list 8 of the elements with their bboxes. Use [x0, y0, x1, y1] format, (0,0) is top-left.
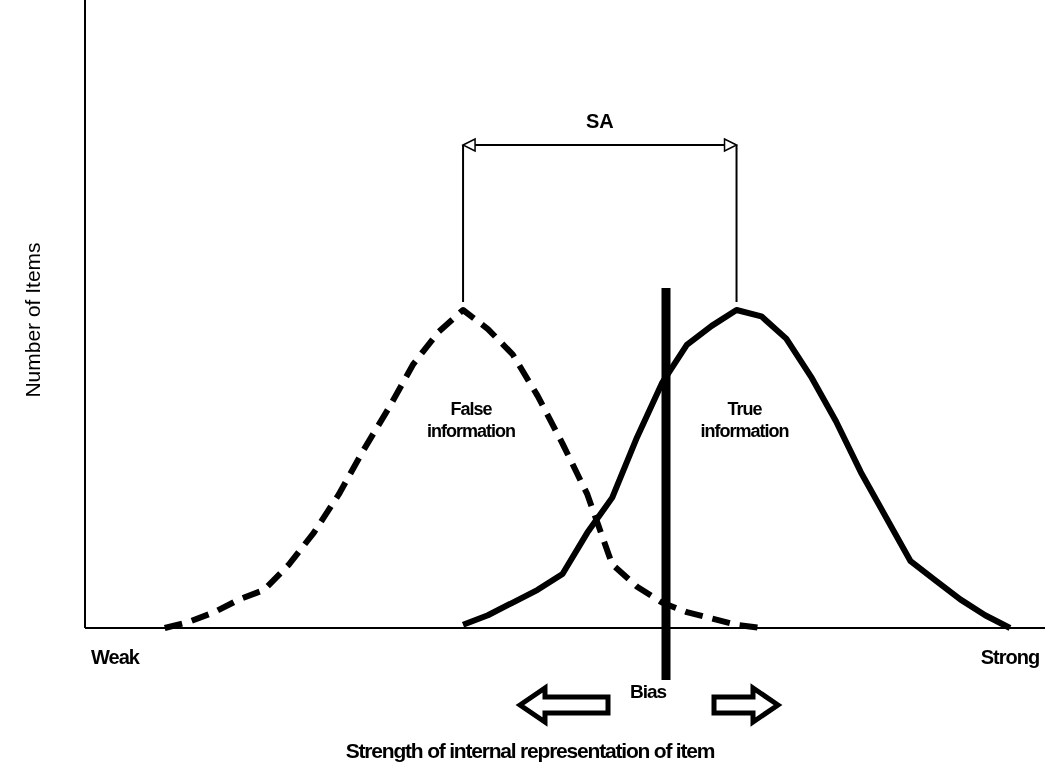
- text: SA: [585, 110, 614, 132]
- series-label: True information: [700, 399, 789, 441]
- y-axis-title: Number of Items: [21, 242, 44, 398]
- x-tick-label: Strong: [980, 646, 1040, 668]
- text: Bias: [629, 681, 667, 702]
- series-label: False information: [427, 399, 516, 441]
- x-axis-title: Strength of internal representation of item: [345, 739, 715, 762]
- x-tick-label: Weak: [91, 646, 141, 668]
